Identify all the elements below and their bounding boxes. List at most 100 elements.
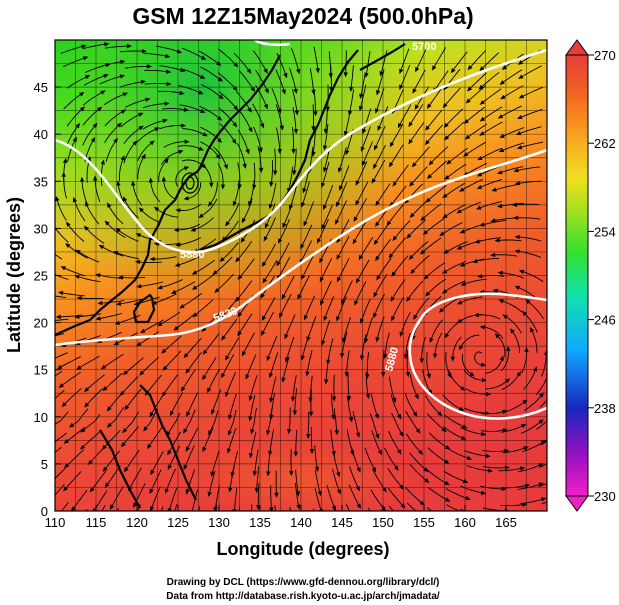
streamline — [405, 410, 420, 432]
streamline — [448, 370, 464, 390]
streamline-arrow — [456, 318, 463, 324]
streamline — [194, 274, 215, 289]
streamline — [405, 433, 422, 454]
streamline — [434, 332, 443, 356]
streamline-arrow — [248, 416, 253, 422]
streamline — [365, 372, 369, 397]
streamline-arrow — [460, 385, 466, 391]
streamline — [217, 72, 236, 90]
streamline-arrow — [498, 147, 505, 153]
streamline-arrow — [359, 318, 365, 324]
streamline-arrow — [163, 158, 169, 164]
streamline — [422, 203, 442, 220]
streamline-arrow — [113, 250, 119, 256]
streamline-arrow — [170, 289, 177, 294]
streamline-arrow — [227, 430, 232, 436]
streamline — [410, 240, 429, 259]
streamline — [267, 336, 278, 359]
streamline — [406, 502, 417, 511]
streamline-arrow — [287, 428, 292, 435]
streamline-arrow — [544, 350, 547, 356]
y-tick-label: 45 — [34, 80, 48, 95]
streamline-arrow — [439, 231, 445, 236]
streamline-arrow — [150, 469, 155, 476]
streamline-arrow — [302, 187, 307, 194]
streamline — [136, 504, 141, 511]
kuril-coast — [359, 43, 406, 71]
streamline-arrow — [444, 174, 450, 180]
streamline — [246, 354, 257, 377]
streamline-arrow — [510, 328, 515, 334]
streamline — [294, 388, 298, 413]
y-tick-label: 10 — [34, 410, 48, 425]
streamline-arrow — [254, 488, 260, 494]
streamline — [294, 483, 300, 507]
streamline — [459, 296, 483, 304]
streamline-arrow — [100, 159, 105, 165]
streamline-arrow — [479, 222, 485, 227]
streamline-arrow — [219, 257, 225, 262]
streamline — [73, 199, 86, 222]
streamline-arrow — [277, 149, 282, 155]
streamline — [499, 202, 524, 207]
x-tick-label: 135 — [249, 515, 271, 530]
streamline — [313, 508, 315, 511]
streamline-arrow — [136, 284, 142, 289]
streamline-arrow — [532, 366, 538, 372]
streamline-arrow — [293, 88, 298, 94]
streamline-arrow — [202, 132, 208, 137]
streamline — [119, 81, 144, 88]
colorbar-tick-label: 270 — [594, 48, 616, 63]
streamline-arrow — [256, 505, 261, 511]
streamline-arrow — [362, 128, 367, 135]
streamline — [226, 371, 237, 395]
streamline — [249, 375, 258, 399]
streamline-arrow — [511, 202, 518, 207]
contour-north — [254, 40, 291, 47]
streamline-arrow — [388, 253, 394, 259]
streamline-arrow — [266, 355, 271, 362]
streamline-arrow — [425, 197, 431, 203]
x-tick-label: 125 — [167, 515, 189, 530]
streamline — [409, 104, 424, 125]
streamline — [414, 297, 430, 318]
streamline — [163, 335, 182, 352]
streamline-arrow — [40, 381, 45, 386]
streamline-arrow — [477, 273, 483, 279]
streamline-arrow — [115, 227, 121, 233]
streamline — [291, 48, 300, 72]
streamline — [375, 222, 390, 243]
streamline-arrow — [117, 275, 124, 280]
streamline-arrow — [260, 293, 265, 299]
streamline — [411, 198, 430, 217]
x-tick-label: 140 — [290, 515, 312, 530]
streamline — [536, 420, 547, 430]
streamline — [152, 256, 177, 260]
streamline — [186, 427, 199, 450]
streamline — [209, 182, 218, 205]
streamline — [523, 368, 537, 390]
streamline-arrow — [248, 452, 254, 459]
streamline-arrow — [135, 233, 142, 238]
streamline-arrow — [419, 500, 425, 506]
streamline — [463, 407, 487, 414]
streamline-arrow — [216, 115, 223, 121]
streamline-arrow — [504, 465, 510, 470]
streamline-arrow — [261, 261, 267, 268]
streamline — [214, 256, 233, 274]
streamline-arrow — [191, 285, 198, 290]
streamline-arrow — [301, 274, 306, 280]
streamline — [452, 51, 468, 72]
streamline — [346, 429, 353, 453]
streamline-arrow — [313, 111, 318, 117]
streamline-arrow — [359, 93, 364, 100]
streamline — [203, 357, 217, 378]
streamline-arrow — [84, 402, 90, 408]
streamline — [236, 240, 253, 261]
streamline — [541, 501, 547, 505]
streamline-arrow — [412, 411, 418, 417]
streamline — [400, 64, 411, 88]
streamline — [479, 485, 504, 490]
streamline-arrow — [541, 497, 547, 502]
streamline-arrow — [321, 224, 326, 230]
